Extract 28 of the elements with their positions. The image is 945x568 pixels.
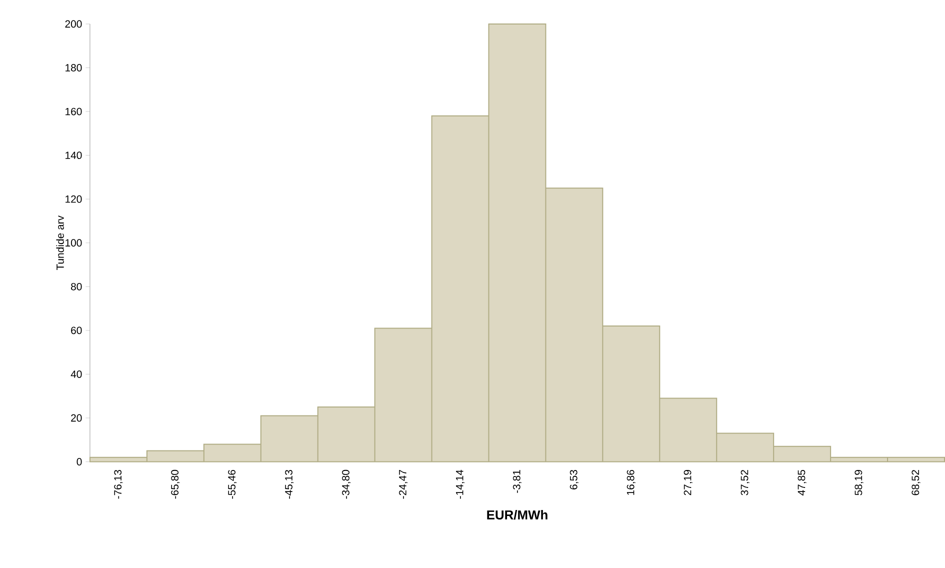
x-tick-label: 58,19 [854, 470, 864, 496]
x-tick-label: 68,52 [912, 470, 920, 496]
x-axis-title: EUR/MWh [487, 510, 548, 520]
x-tick-label: 47,85 [798, 470, 806, 496]
y-tick-label: 140 [66, 152, 82, 160]
y-tick-label: 160 [66, 108, 82, 116]
x-tick-label: -3,81 [512, 470, 522, 494]
y-tick-label: 60 [71, 326, 82, 334]
y-tick-label: 0 [76, 458, 82, 466]
y-tick-label: 180 [66, 64, 82, 72]
y-axis-title: Tundide arv [56, 216, 64, 270]
x-tick-label: -34,80 [342, 470, 351, 499]
x-tick-label: -14,14 [456, 470, 465, 499]
y-tick-label: 100 [66, 239, 82, 247]
y-tick-label: 120 [66, 196, 82, 203]
x-tick-label: -65,80 [171, 470, 180, 499]
x-tick-label: 6,53 [570, 470, 579, 490]
x-tick-label: 27,19 [684, 470, 692, 496]
y-tick-label: 80 [71, 283, 82, 290]
y-tick-label: 20 [71, 414, 82, 422]
y-tick-label: 200 [65, 20, 82, 28]
x-tick-label: -76,13 [114, 470, 123, 499]
x-tick-label: -45,13 [285, 470, 294, 499]
x-tick-label: 37,52 [740, 470, 750, 496]
x-tick-label: -55,46 [228, 470, 237, 499]
y-tick-label: 40 [70, 370, 82, 378]
x-tick-label: 16,86 [626, 470, 636, 496]
x-tick-label: -24,47 [398, 470, 408, 499]
